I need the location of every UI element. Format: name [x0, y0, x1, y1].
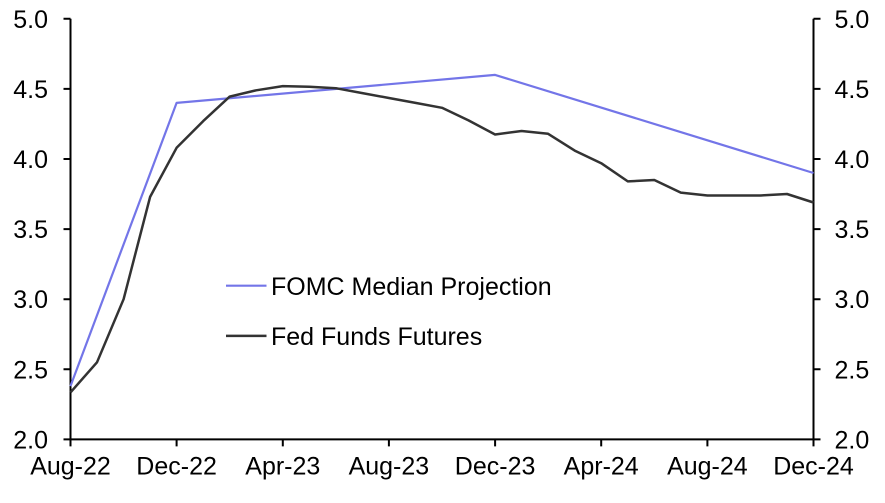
svg-text:Dec-23: Dec-23	[455, 453, 536, 481]
svg-text:4.0: 4.0	[835, 146, 870, 174]
svg-text:4.5: 4.5	[835, 76, 870, 104]
svg-text:FOMC Median Projection: FOMC Median Projection	[271, 273, 552, 301]
svg-text:2.5: 2.5	[13, 356, 48, 384]
svg-text:4.0: 4.0	[13, 146, 48, 174]
svg-text:Aug-23: Aug-23	[349, 453, 430, 481]
svg-text:Dec-24: Dec-24	[773, 453, 854, 481]
svg-text:2.5: 2.5	[835, 356, 870, 384]
svg-text:Apr-23: Apr-23	[245, 453, 320, 481]
svg-text:Dec-22: Dec-22	[136, 453, 217, 481]
svg-text:3.5: 3.5	[13, 216, 48, 244]
svg-text:Aug-22: Aug-22	[30, 453, 111, 481]
svg-text:5.0: 5.0	[13, 6, 48, 34]
svg-text:3.5: 3.5	[835, 216, 870, 244]
svg-text:4.5: 4.5	[13, 76, 48, 104]
svg-text:Aug-24: Aug-24	[667, 453, 748, 481]
svg-text:2.0: 2.0	[13, 426, 48, 454]
svg-text:5.0: 5.0	[835, 6, 870, 34]
svg-text:3.0: 3.0	[835, 286, 870, 314]
svg-text:2.0: 2.0	[835, 426, 870, 454]
svg-text:3.0: 3.0	[13, 286, 48, 314]
svg-text:Fed Funds Futures: Fed Funds Futures	[271, 323, 482, 351]
svg-text:Apr-24: Apr-24	[564, 453, 639, 481]
